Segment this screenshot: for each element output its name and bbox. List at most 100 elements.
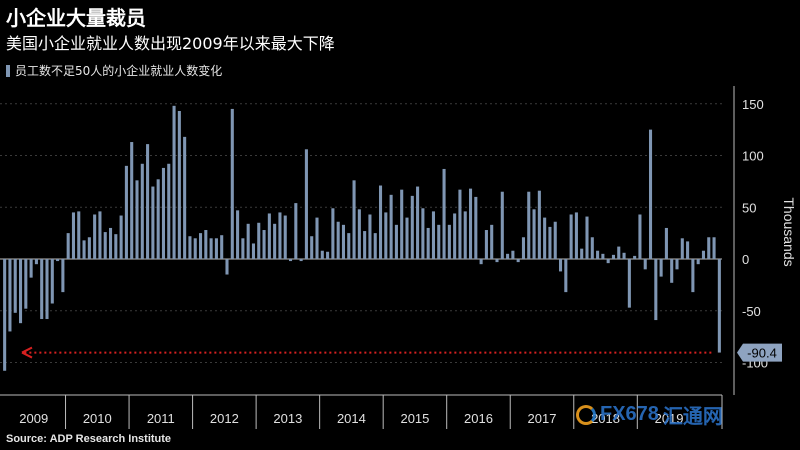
bar: [71, 212, 76, 259]
watermark-logo-icon: [576, 404, 596, 425]
bar: [230, 108, 234, 259]
bar: [506, 253, 510, 259]
bar: [431, 211, 436, 259]
bar: [484, 230, 488, 259]
y-tick-label: -50: [742, 304, 761, 319]
bar: [357, 209, 361, 259]
bar: [384, 212, 388, 259]
x-tick-label: 2017: [528, 411, 557, 426]
y-tick-label: 150: [742, 97, 764, 112]
chart-subtitle: 美国小企业就业人数出现2009年以来最大下降: [6, 34, 335, 53]
bar: [130, 142, 134, 259]
bar: [336, 221, 340, 259]
bar: [119, 215, 123, 259]
bar: [66, 233, 70, 259]
bar: [177, 110, 181, 260]
bar: [209, 238, 213, 259]
x-tick-label: 2018: [591, 411, 620, 426]
x-tick-label: 2013: [273, 411, 302, 426]
bar: [8, 259, 12, 332]
bar: [606, 259, 610, 264]
bar: [98, 211, 102, 259]
bar: [188, 236, 192, 259]
bar: [294, 203, 298, 259]
bar: [18, 259, 23, 324]
bar: [643, 259, 647, 270]
bar: [352, 180, 356, 259]
bar: [172, 105, 176, 259]
bar: [246, 223, 250, 259]
bar: [61, 259, 65, 293]
bar: [13, 259, 17, 313]
bar: [93, 214, 97, 259]
bar: [627, 259, 631, 308]
bar: [463, 211, 467, 259]
bar: [521, 237, 526, 259]
bar: [437, 224, 441, 259]
bar: [82, 240, 86, 259]
bar: [135, 180, 139, 259]
bar: [548, 226, 552, 259]
bar: [543, 217, 547, 259]
bar: [447, 224, 451, 259]
bar: [156, 179, 160, 259]
bar: [146, 144, 150, 259]
bar: [315, 217, 319, 259]
bar: [516, 259, 520, 263]
bar: [490, 224, 494, 259]
bar: [114, 234, 118, 259]
bar: [691, 259, 695, 293]
bar: [717, 259, 721, 353]
bar: [273, 223, 277, 259]
bar: [77, 211, 81, 259]
bar: [283, 215, 287, 259]
bar: [405, 217, 409, 259]
bar: [347, 233, 351, 259]
bar: [511, 250, 515, 259]
x-tick-label: 2014: [337, 411, 366, 426]
bar: [654, 259, 658, 321]
source-note: Source: ADP Research Institute: [6, 433, 172, 445]
bar: [701, 250, 706, 259]
bar: [310, 236, 314, 259]
bar: [29, 259, 33, 278]
chart-title: 小企业大量裁员: [6, 6, 146, 30]
bar: [696, 259, 700, 265]
bar: [617, 246, 621, 259]
bar: [553, 221, 557, 259]
bar: [495, 259, 499, 263]
bar: [341, 224, 346, 259]
bar: [394, 224, 398, 259]
watermark-chinese: 汇通网: [662, 404, 723, 428]
legend-swatch: [6, 64, 10, 77]
bar: [410, 195, 414, 259]
bar: [659, 259, 663, 277]
bar: [707, 237, 711, 259]
bar: [569, 214, 573, 259]
bar: [648, 129, 653, 259]
bar: [56, 259, 60, 262]
x-tick-label: 2019: [655, 411, 684, 426]
y-tick-label: 100: [742, 149, 764, 164]
bar: [225, 259, 229, 275]
bar: [214, 238, 218, 259]
bar: [87, 237, 91, 259]
bar: [236, 210, 240, 259]
bar: [590, 237, 594, 259]
bar: [288, 259, 293, 262]
bar: [601, 253, 605, 259]
x-tick-label: 2016: [464, 411, 493, 426]
bar: [151, 186, 155, 259]
bar: [680, 238, 684, 259]
legend-label: 员工数不足50人的小企业就业人数变化: [15, 64, 223, 78]
bar: [378, 185, 383, 259]
bar: [320, 250, 324, 259]
bar: [574, 212, 578, 259]
bar: [633, 255, 637, 259]
bar: [220, 235, 224, 259]
bar: [108, 227, 113, 259]
bar: [193, 238, 197, 259]
bar: [373, 233, 377, 259]
bar: [426, 227, 430, 259]
